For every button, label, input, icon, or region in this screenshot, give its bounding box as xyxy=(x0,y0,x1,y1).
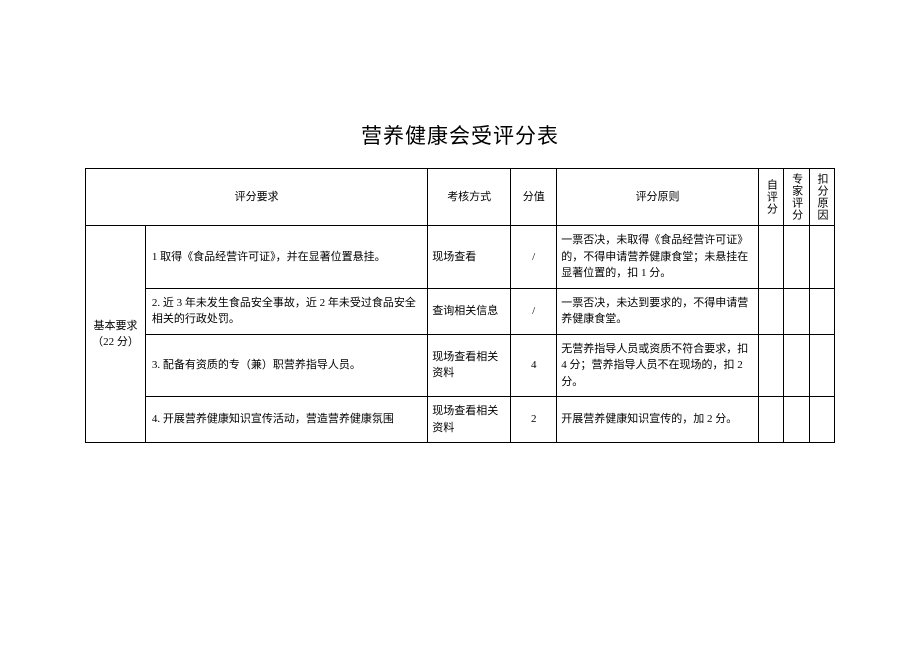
score-cell: / xyxy=(511,288,557,334)
table-row: 3. 配备有资质的专（兼）职营养指导人员。 现场查看相关资料 4 无营养指导人员… xyxy=(86,334,835,397)
principle-cell: 无营养指导人员或资质不符合要求，扣 4 分；营养指导人员不在现场的，扣 2 分。 xyxy=(557,334,759,397)
scoring-table: 评分要求 考核方式 分值 评分原则 自评分 专家评分 扣分原因 基本要求（22 … xyxy=(85,168,835,443)
header-expert-score: 专家评分 xyxy=(784,169,809,226)
page-container: 营养健康会受评分表 评分要求 考核方式 分值 评分原则 自评分 专家评分 扣分原… xyxy=(0,0,920,443)
deduct-reason-cell[interactable] xyxy=(809,397,834,443)
method-cell: 查询相关信息 xyxy=(428,288,511,334)
header-principle: 评分原则 xyxy=(557,169,759,226)
method-cell: 现场查看 xyxy=(428,226,511,289)
deduct-reason-cell[interactable] xyxy=(809,288,834,334)
category-cell: 基本要求（22 分） xyxy=(86,226,146,443)
self-score-cell[interactable] xyxy=(758,334,783,397)
principle-cell: 开展营养健康知识宣传的，加 2 分。 xyxy=(557,397,759,443)
page-title: 营养健康会受评分表 xyxy=(85,120,835,150)
expert-score-cell[interactable] xyxy=(784,226,809,289)
deduct-reason-cell[interactable] xyxy=(809,226,834,289)
method-cell: 现场查看相关资料 xyxy=(428,397,511,443)
requirement-cell: 1 取得《食品经营许可证》，并在显著位置悬挂。 xyxy=(145,226,427,289)
requirement-cell: 2. 近 3 年未发生食品安全事故，近 2 年未受过食品安全相关的行政处罚。 xyxy=(145,288,427,334)
table-header-row: 评分要求 考核方式 分值 评分原则 自评分 专家评分 扣分原因 xyxy=(86,169,835,226)
self-score-cell[interactable] xyxy=(758,288,783,334)
score-cell: 2 xyxy=(511,397,557,443)
self-score-cell[interactable] xyxy=(758,397,783,443)
header-requirement: 评分要求 xyxy=(86,169,428,226)
score-cell: / xyxy=(511,226,557,289)
requirement-cell: 4. 开展营养健康知识宣传活动，营造营养健康氛围 xyxy=(145,397,427,443)
method-cell: 现场查看相关资料 xyxy=(428,334,511,397)
header-method: 考核方式 xyxy=(428,169,511,226)
table-row: 基本要求（22 分） 1 取得《食品经营许可证》，并在显著位置悬挂。 现场查看 … xyxy=(86,226,835,289)
expert-score-cell[interactable] xyxy=(784,334,809,397)
header-score: 分值 xyxy=(511,169,557,226)
principle-cell: 一票否决，未取得《食品经营许可证》的，不得申请营养健康食堂；未悬挂在显著位置的，… xyxy=(557,226,759,289)
score-cell: 4 xyxy=(511,334,557,397)
table-row: 2. 近 3 年未发生食品安全事故，近 2 年未受过食品安全相关的行政处罚。 查… xyxy=(86,288,835,334)
expert-score-cell[interactable] xyxy=(784,288,809,334)
deduct-reason-cell[interactable] xyxy=(809,334,834,397)
requirement-cell: 3. 配备有资质的专（兼）职营养指导人员。 xyxy=(145,334,427,397)
principle-cell: 一票否决，未达到要求的，不得申请营养健康食堂。 xyxy=(557,288,759,334)
header-self-score: 自评分 xyxy=(758,169,783,226)
expert-score-cell[interactable] xyxy=(784,397,809,443)
header-deduct-reason: 扣分原因 xyxy=(809,169,834,226)
self-score-cell[interactable] xyxy=(758,226,783,289)
table-row: 4. 开展营养健康知识宣传活动，营造营养健康氛围 现场查看相关资料 2 开展营养… xyxy=(86,397,835,443)
